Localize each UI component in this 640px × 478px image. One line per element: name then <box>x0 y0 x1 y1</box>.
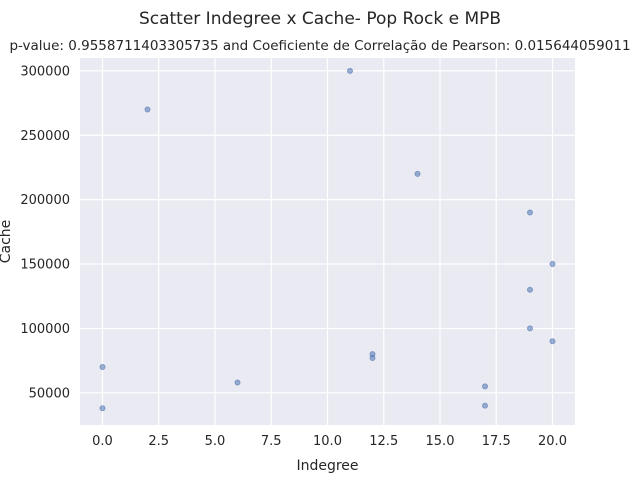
scatter-point <box>549 261 556 268</box>
grid-lines <box>80 58 575 425</box>
x-axis-label: Indegree <box>296 458 358 474</box>
scatter-point <box>481 383 488 390</box>
y-axis-label: Cache <box>0 220 14 264</box>
scatter-point <box>527 325 534 332</box>
scatter-point <box>99 364 106 371</box>
scatter-point <box>527 286 534 293</box>
scatter-point <box>369 355 376 362</box>
y-tick-label: 300000 <box>20 64 70 79</box>
scatter-point <box>527 209 534 216</box>
x-tick-label: 2.5 <box>148 434 169 449</box>
scatter-point <box>99 405 106 412</box>
x-tick-label: 17.5 <box>482 434 511 449</box>
data-points <box>99 67 556 412</box>
x-tick-label: 10.0 <box>313 434 342 449</box>
chart-subtitle: p-value: 0.9558711403305735 and Coeficie… <box>9 38 630 54</box>
x-tick-label: 12.5 <box>369 434 398 449</box>
x-tick-label: 15.0 <box>426 434 455 449</box>
y-tick-label: 100000 <box>20 322 70 337</box>
x-tick-label: 0.0 <box>92 434 113 449</box>
y-tick-label: 200000 <box>20 193 70 208</box>
scatter-point <box>481 402 488 409</box>
scatter-point <box>549 338 556 345</box>
x-tick-label: 20.0 <box>538 434 567 449</box>
scatter-point <box>414 170 421 177</box>
x-tick-label: 7.5 <box>261 434 282 449</box>
scatter-point <box>144 106 151 113</box>
x-tick-label: 5.0 <box>205 434 226 449</box>
y-tick-labels: 50000 100000 150000 200000 250000 300000 <box>20 64 70 401</box>
y-tick-label: 150000 <box>20 258 70 273</box>
chart-title: Scatter Indegree x Cache- Pop Rock e MPB <box>139 9 501 29</box>
x-tick-labels: 0.0 2.5 5.0 7.5 10.0 12.5 15.0 17.5 20.0 <box>92 434 567 449</box>
scatter-point <box>346 67 353 74</box>
y-tick-label: 250000 <box>20 129 70 144</box>
y-tick-label: 50000 <box>29 386 70 401</box>
scatter-point <box>234 379 241 386</box>
